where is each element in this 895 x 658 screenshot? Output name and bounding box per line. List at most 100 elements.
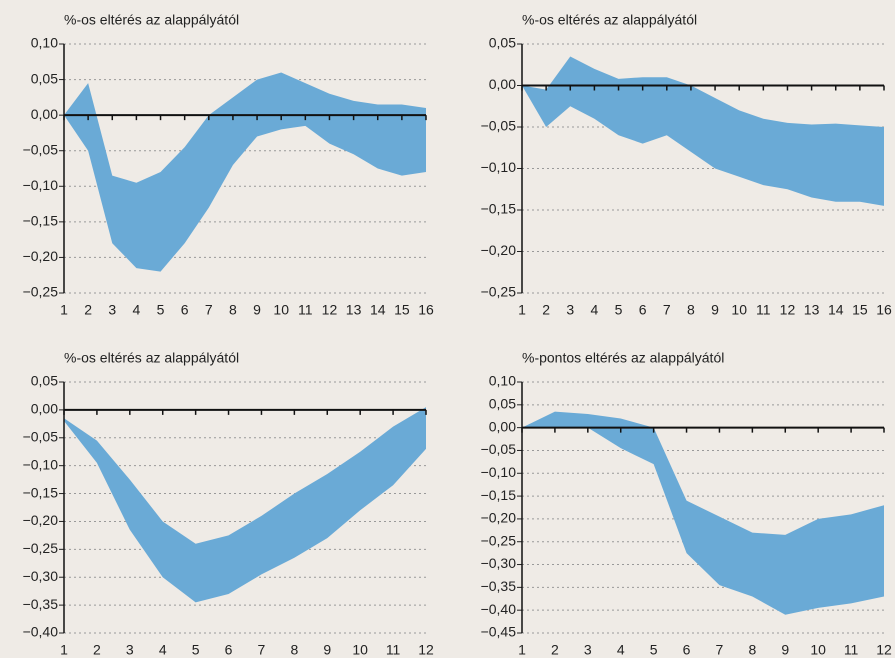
x-tick-label: 7 bbox=[258, 642, 266, 658]
y-tick-label: −0,10 bbox=[23, 456, 59, 472]
x-tick-label: 9 bbox=[781, 642, 789, 658]
x-tick-label: 6 bbox=[639, 302, 647, 318]
chart-title: %-os eltérés az alappályától bbox=[64, 350, 239, 366]
x-tick-label: 10 bbox=[352, 642, 368, 658]
x-tick-label: 12 bbox=[876, 642, 892, 658]
x-tick-label: 5 bbox=[650, 642, 658, 658]
band-area bbox=[522, 411, 884, 615]
x-tick-label: 12 bbox=[780, 302, 796, 318]
y-tick-label: −0,25 bbox=[481, 284, 517, 300]
x-tick-label: 2 bbox=[551, 642, 559, 658]
x-tick-label: 14 bbox=[828, 302, 844, 318]
x-tick-label: 9 bbox=[253, 302, 261, 318]
y-tick-label: 0,10 bbox=[489, 373, 516, 389]
y-tick-label: −0,15 bbox=[481, 487, 517, 503]
y-tick-label: 0,00 bbox=[489, 76, 516, 92]
x-tick-label: 4 bbox=[617, 642, 625, 658]
x-tick-label: 6 bbox=[225, 642, 233, 658]
y-tick-label: −0,05 bbox=[23, 428, 59, 444]
x-tick-label: 7 bbox=[716, 642, 724, 658]
x-tick-label: 9 bbox=[711, 302, 719, 318]
x-tick-label: 2 bbox=[542, 302, 550, 318]
x-tick-label: 11 bbox=[386, 642, 401, 658]
y-tick-label: 0,05 bbox=[31, 373, 58, 389]
x-tick-label: 10 bbox=[731, 302, 747, 318]
y-tick-label: −0,35 bbox=[481, 578, 517, 594]
x-tick-label: 14 bbox=[370, 302, 386, 318]
x-tick-label: 5 bbox=[192, 642, 200, 658]
chart-title: %-os eltérés az alappályától bbox=[64, 12, 239, 28]
y-tick-label: −0,40 bbox=[23, 624, 59, 640]
x-tick-label: 1 bbox=[518, 642, 526, 658]
y-tick-label: 0,05 bbox=[489, 35, 516, 51]
band-area bbox=[522, 56, 884, 206]
x-tick-label: 10 bbox=[810, 642, 826, 658]
chart-title: %-os eltérés az alappályától bbox=[522, 12, 697, 28]
x-tick-label: 2 bbox=[84, 302, 92, 318]
x-tick-label: 11 bbox=[298, 302, 313, 318]
x-tick-label: 8 bbox=[748, 642, 756, 658]
x-tick-label: 6 bbox=[683, 642, 691, 658]
x-tick-label: 4 bbox=[133, 302, 141, 318]
y-tick-label: −0,05 bbox=[23, 141, 59, 157]
x-tick-label: 3 bbox=[108, 302, 116, 318]
x-tick-label: 2 bbox=[93, 642, 101, 658]
x-tick-label: 6 bbox=[181, 302, 189, 318]
x-tick-label: 3 bbox=[566, 302, 574, 318]
x-tick-label: 8 bbox=[290, 642, 298, 658]
band-area bbox=[64, 72, 426, 272]
x-tick-label: 1 bbox=[60, 642, 68, 658]
x-tick-label: 1 bbox=[60, 302, 68, 318]
x-tick-label: 13 bbox=[346, 302, 362, 318]
y-tick-label: −0,10 bbox=[481, 464, 517, 480]
y-tick-label: −0,25 bbox=[23, 540, 59, 556]
x-tick-label: 10 bbox=[273, 302, 289, 318]
y-tick-label: 0,00 bbox=[31, 401, 58, 417]
x-tick-label: 8 bbox=[229, 302, 237, 318]
x-tick-label: 1 bbox=[518, 302, 526, 318]
band-area bbox=[64, 407, 426, 603]
x-tick-label: 12 bbox=[322, 302, 338, 318]
y-tick-label: −0,05 bbox=[481, 441, 517, 457]
x-tick-label: 12 bbox=[418, 642, 434, 658]
y-tick-label: −0,15 bbox=[481, 201, 517, 217]
x-tick-label: 15 bbox=[852, 302, 868, 318]
x-tick-label: 5 bbox=[157, 302, 165, 318]
x-tick-label: 11 bbox=[756, 302, 771, 318]
y-tick-label: −0,35 bbox=[23, 596, 59, 612]
y-tick-label: −0,25 bbox=[23, 284, 59, 300]
x-tick-label: 11 bbox=[844, 642, 859, 658]
y-tick-label: −0,25 bbox=[481, 532, 517, 548]
y-tick-label: −0,20 bbox=[481, 242, 517, 258]
x-tick-label: 5 bbox=[615, 302, 623, 318]
x-tick-label: 4 bbox=[159, 642, 167, 658]
y-tick-label: −0,15 bbox=[23, 213, 59, 229]
y-tick-label: −0,40 bbox=[481, 601, 517, 617]
x-tick-label: 9 bbox=[323, 642, 331, 658]
y-tick-label: −0,20 bbox=[23, 248, 59, 264]
y-tick-label: 0,10 bbox=[31, 35, 58, 51]
x-tick-label: 16 bbox=[876, 302, 892, 318]
y-tick-label: 0,05 bbox=[31, 70, 58, 86]
y-tick-label: −0,20 bbox=[23, 512, 59, 528]
y-tick-label: −0,45 bbox=[481, 624, 517, 640]
x-tick-label: 13 bbox=[804, 302, 820, 318]
y-tick-label: −0,30 bbox=[481, 555, 517, 571]
x-tick-label: 7 bbox=[205, 302, 213, 318]
y-tick-label: −0,05 bbox=[481, 118, 517, 134]
chart-title: %-pontos eltérés az alappályától bbox=[522, 350, 724, 366]
x-tick-label: 8 bbox=[687, 302, 695, 318]
x-tick-label: 7 bbox=[663, 302, 671, 318]
y-tick-label: −0,15 bbox=[23, 484, 59, 500]
y-tick-label: 0,00 bbox=[31, 106, 58, 122]
y-tick-label: −0,20 bbox=[481, 510, 517, 526]
x-tick-label: 4 bbox=[591, 302, 599, 318]
y-tick-label: −0,10 bbox=[23, 177, 59, 193]
x-tick-label: 16 bbox=[418, 302, 434, 318]
x-tick-label: 3 bbox=[584, 642, 592, 658]
x-tick-label: 3 bbox=[126, 642, 134, 658]
y-tick-label: −0,10 bbox=[481, 159, 517, 175]
y-tick-label: 0,05 bbox=[489, 396, 516, 412]
x-tick-label: 15 bbox=[394, 302, 410, 318]
